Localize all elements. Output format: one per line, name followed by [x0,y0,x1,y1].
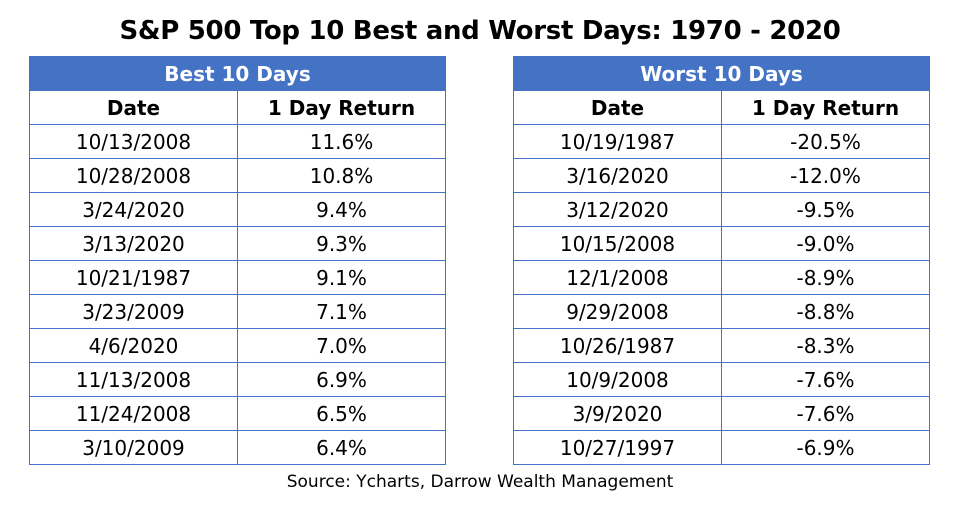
return-cell: 11.6% [237,124,446,159]
table-row: 3/23/2009 7.1% [29,294,446,329]
date-cell: 10/13/2008 [29,124,238,159]
date-cell: 9/29/2008 [513,294,722,329]
page-title: S&P 500 Top 10 Best and Worst Days: 1970… [119,16,841,46]
return-cell: -9.0% [720,226,931,261]
return-cell: -8.3% [720,328,931,363]
date-cell: 3/9/2020 [513,396,722,431]
return-cell: -7.6% [720,396,931,431]
date-cell: 3/10/2009 [29,430,238,465]
date-cell: 10/21/1987 [29,260,238,295]
return-cell: 9.4% [237,192,446,227]
return-cell: 6.9% [237,362,446,397]
table-row: 3/12/2020 -9.5% [513,192,931,227]
table-row: 9/29/2008 -8.8% [513,294,931,329]
return-cell: 6.5% [237,396,446,431]
table-row: 10/26/1987 -8.3% [513,328,931,363]
worst-days-table: Worst 10 Days Date 1 Day Return 10/19/19… [512,56,931,465]
date-cell: 11/13/2008 [29,362,238,397]
date-cell: 3/13/2020 [29,226,238,261]
date-cell: 3/23/2009 [29,294,238,329]
worst-days-body: 10/19/1987 -20.5% 3/16/2020 -12.0% 3/12/2020… [513,124,931,465]
return-cell: 10.8% [237,158,446,193]
worst-return-column-header: 1 Day Return [720,90,931,125]
date-cell: 3/12/2020 [513,192,722,227]
table-row: 12/1/2008 -8.9% [513,260,931,295]
table-row: 11/13/2008 6.9% [29,362,446,397]
date-cell: 12/1/2008 [513,260,722,295]
date-cell: 10/28/2008 [29,158,238,193]
date-cell: 3/24/2020 [29,192,238,227]
table-row: 10/21/1987 9.1% [29,260,446,295]
date-cell: 3/16/2020 [513,158,722,193]
worst-date-column-header: Date [513,90,722,125]
best-days-header: Best 10 Days [29,56,446,91]
return-cell: 6.4% [237,430,446,465]
return-cell: 7.1% [237,294,446,329]
table-row: 10/28/2008 10.8% [29,158,446,193]
return-cell: 9.3% [237,226,446,261]
best-days-table: Best 10 Days Date 1 Day Return 10/13/200… [29,56,446,465]
table-row: 10/15/2008 -9.0% [513,226,931,261]
date-cell: 10/19/1987 [513,124,722,159]
date-cell: 10/9/2008 [513,362,722,397]
table-row: 3/24/2020 9.4% [29,192,446,227]
table-row: 10/27/1997 -6.9% [513,430,931,465]
table-row: 10/13/2008 11.6% [29,124,446,159]
best-date-column-header: Date [29,90,238,125]
worst-days-header: Worst 10 Days [512,56,931,91]
best-return-column-header: 1 Day Return [237,90,446,125]
return-cell: 7.0% [237,328,446,363]
source-note: Source: Ycharts, Darrow Wealth Managemen… [286,472,674,492]
date-cell: 4/6/2020 [29,328,238,363]
return-cell: -12.0% [720,158,931,193]
date-cell: 10/26/1987 [513,328,722,363]
table-row: 3/16/2020 -12.0% [513,158,931,193]
return-cell: -9.5% [720,192,931,227]
return-cell: -8.9% [720,260,931,295]
return-cell: -20.5% [720,124,931,159]
date-cell: 10/15/2008 [513,226,722,261]
date-cell: 10/27/1997 [513,430,722,465]
table-row: 4/6/2020 7.0% [29,328,446,363]
date-cell: 11/24/2008 [29,396,238,431]
table-row: 10/19/1987 -20.5% [513,124,931,159]
return-cell: -8.8% [720,294,931,329]
return-cell: -7.6% [720,362,931,397]
table-row: 10/9/2008 -7.6% [513,362,931,397]
best-days-body: 10/13/2008 11.6% 10/28/2008 10.8% 3/24/2020 9… [29,124,446,465]
return-cell: -6.9% [720,430,931,465]
return-cell: 9.1% [237,260,446,295]
table-row: 3/10/2009 6.4% [29,430,446,465]
table-row: 3/13/2020 9.3% [29,226,446,261]
table-row: 11/24/2008 6.5% [29,396,446,431]
table-row: 3/9/2020 -7.6% [513,396,931,431]
